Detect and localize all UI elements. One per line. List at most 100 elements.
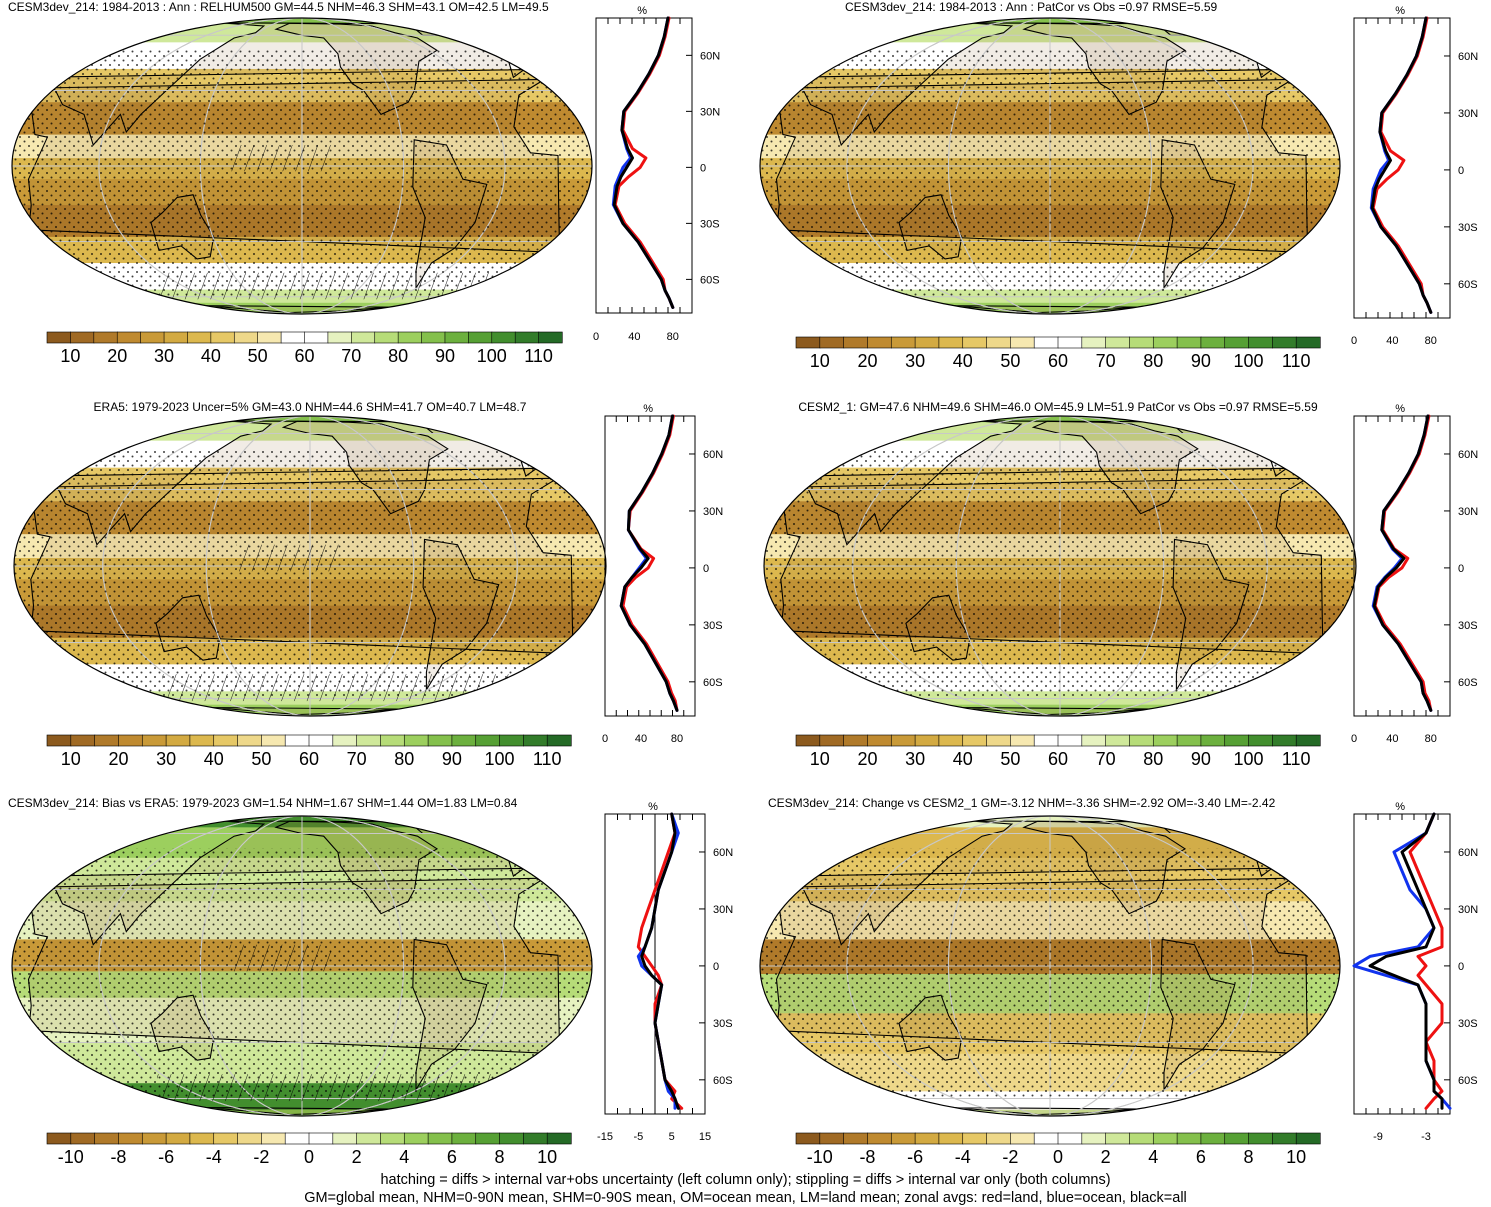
- profile-x-label: 80: [1425, 733, 1437, 745]
- colorbar-swatch: [1105, 1132, 1131, 1145]
- colorbar-label: 60: [294, 346, 314, 366]
- colorbar-label: 50: [248, 346, 268, 366]
- colorbar-swatch: [427, 1132, 453, 1145]
- panel-1: CESM3dev_214: 1984-2013 : Ann : RELHUM50…: [8, 0, 720, 366]
- colorbar-swatch: [1200, 734, 1226, 747]
- profile-lat-label: 30S: [1458, 222, 1478, 234]
- colorbar-swatch: [280, 331, 306, 344]
- profile-x-label: 40: [1386, 733, 1398, 745]
- colorbar-swatch: [843, 734, 869, 747]
- colorbar-swatch: [468, 331, 493, 344]
- colorbar-swatch: [308, 1132, 334, 1145]
- colorbar-label: 20: [857, 749, 877, 769]
- colorbar-swatch: [1081, 734, 1107, 747]
- colorbar-swatch: [1248, 734, 1273, 747]
- colorbar-label: 40: [204, 749, 224, 769]
- panel-title: CESM3dev_214: Change vs CESM2_1 GM=-3.12…: [768, 796, 1276, 810]
- profile-lat-label: 60S: [700, 274, 720, 286]
- profile-lat-label: 60S: [703, 677, 723, 689]
- colorbar-swatch: [890, 734, 916, 747]
- colorbar-label: 80: [1143, 749, 1163, 769]
- stippling: [14, 448, 606, 699]
- profile-lat-label: 0: [703, 563, 709, 575]
- colorbar-swatch: [237, 734, 262, 747]
- profile-lat-label: 0: [713, 961, 719, 973]
- profile-lat-label: 30N: [1458, 108, 1478, 120]
- profile-x-label: 80: [667, 331, 679, 343]
- colorbar-label: 10: [537, 1147, 557, 1167]
- profile-x-label: 15: [699, 1131, 711, 1143]
- colorbar-label: 70: [341, 346, 361, 366]
- profile-lat-label: 60S: [1458, 279, 1478, 291]
- colorbar-label: 8: [1244, 1147, 1254, 1167]
- profile-lat-label: 30N: [1458, 904, 1478, 916]
- colorbar-label: -2: [253, 1147, 269, 1167]
- footer-hatching-note: hatching = diffs > internal var+obs unce…: [380, 1172, 1111, 1188]
- hatching: [236, 544, 340, 572]
- colorbar-label: 20: [107, 346, 127, 366]
- stippling: [12, 848, 592, 1099]
- colorbar-swatch: [499, 1132, 524, 1145]
- profile-lat-label: 30S: [713, 1018, 733, 1030]
- colorbar-label: 80: [1143, 351, 1163, 371]
- profile-line-all: [612, 16, 675, 309]
- colorbar-swatch: [986, 734, 1011, 747]
- colorbar-swatch: [962, 734, 988, 747]
- colorbar-swatch: [1200, 1132, 1226, 1145]
- colorbar-swatch: [187, 331, 212, 344]
- panel-2: CESM3dev_214: 1984-2013 : Ann : PatCor v…: [759, 0, 1478, 371]
- hatching: [157, 272, 505, 300]
- colorbar-label: 20: [857, 351, 877, 371]
- colorbar-label: -4: [206, 1147, 222, 1167]
- profile-x-label: 40: [1386, 335, 1398, 347]
- colorbar-swatch: [284, 734, 310, 747]
- colorbar-label: 0: [304, 1147, 314, 1167]
- colorbar-swatch: [1057, 1132, 1083, 1145]
- colorbar-swatch: [986, 336, 1011, 349]
- colorbar-swatch: [374, 331, 399, 344]
- colorbar-swatch: [819, 1132, 845, 1145]
- coastline-antarctica: [863, 705, 1253, 716]
- colorbar-label: 100: [1234, 351, 1264, 371]
- colorbar-swatch: [116, 331, 142, 344]
- profile-lat-label: 60N: [1458, 847, 1478, 859]
- colorbar-swatch: [70, 734, 96, 747]
- colorbar-swatch: [93, 331, 118, 344]
- colorbar-swatch: [1081, 1132, 1107, 1145]
- colorbar-swatch: [938, 1132, 964, 1145]
- colorbar-swatch: [475, 1132, 501, 1145]
- colorbar-swatch: [380, 1132, 405, 1145]
- map-border: [759, 17, 1341, 315]
- colorbar-swatch: [421, 331, 446, 344]
- profile-lat-label: 60N: [1458, 449, 1478, 461]
- colorbar-label: 60: [1048, 351, 1068, 371]
- colorbar-swatch: [1129, 734, 1154, 747]
- colorbar-swatch: [237, 1132, 262, 1145]
- colorbar-swatch: [1033, 336, 1059, 349]
- panel-4: CESM2_1: GM=47.6 NHM=49.6 SHM=46.0 OM=45…: [763, 400, 1478, 769]
- colorbar-label: -6: [158, 1147, 174, 1167]
- profile-line-land: [1373, 414, 1433, 712]
- colorbar-swatch: [938, 336, 964, 349]
- colorbar-label: 30: [156, 749, 176, 769]
- profile-unit: %: [1395, 403, 1405, 415]
- colorbar-swatch: [118, 734, 143, 747]
- profile-lat-label: 30N: [700, 106, 720, 118]
- colorbar-swatch: [380, 734, 405, 747]
- profile-line-all: [640, 812, 680, 1110]
- profile-lat-label: 30S: [1458, 620, 1478, 632]
- colorbar-swatch: [451, 734, 477, 747]
- colorbar-swatch: [795, 336, 821, 349]
- colorbar-swatch: [914, 336, 940, 349]
- colorbar-label: 100: [477, 346, 507, 366]
- colorbar-swatch: [1224, 336, 1250, 349]
- colorbar-label: 6: [447, 1147, 457, 1167]
- map-border: [759, 815, 1341, 1117]
- colorbar-label: 10: [810, 351, 830, 371]
- colorbar-label: 70: [1096, 749, 1116, 769]
- colorbar-label: 60: [1048, 749, 1068, 769]
- colorbar-label: 70: [347, 749, 367, 769]
- profile-x-label: 80: [671, 733, 683, 745]
- profile-x-label: 0: [1351, 335, 1357, 347]
